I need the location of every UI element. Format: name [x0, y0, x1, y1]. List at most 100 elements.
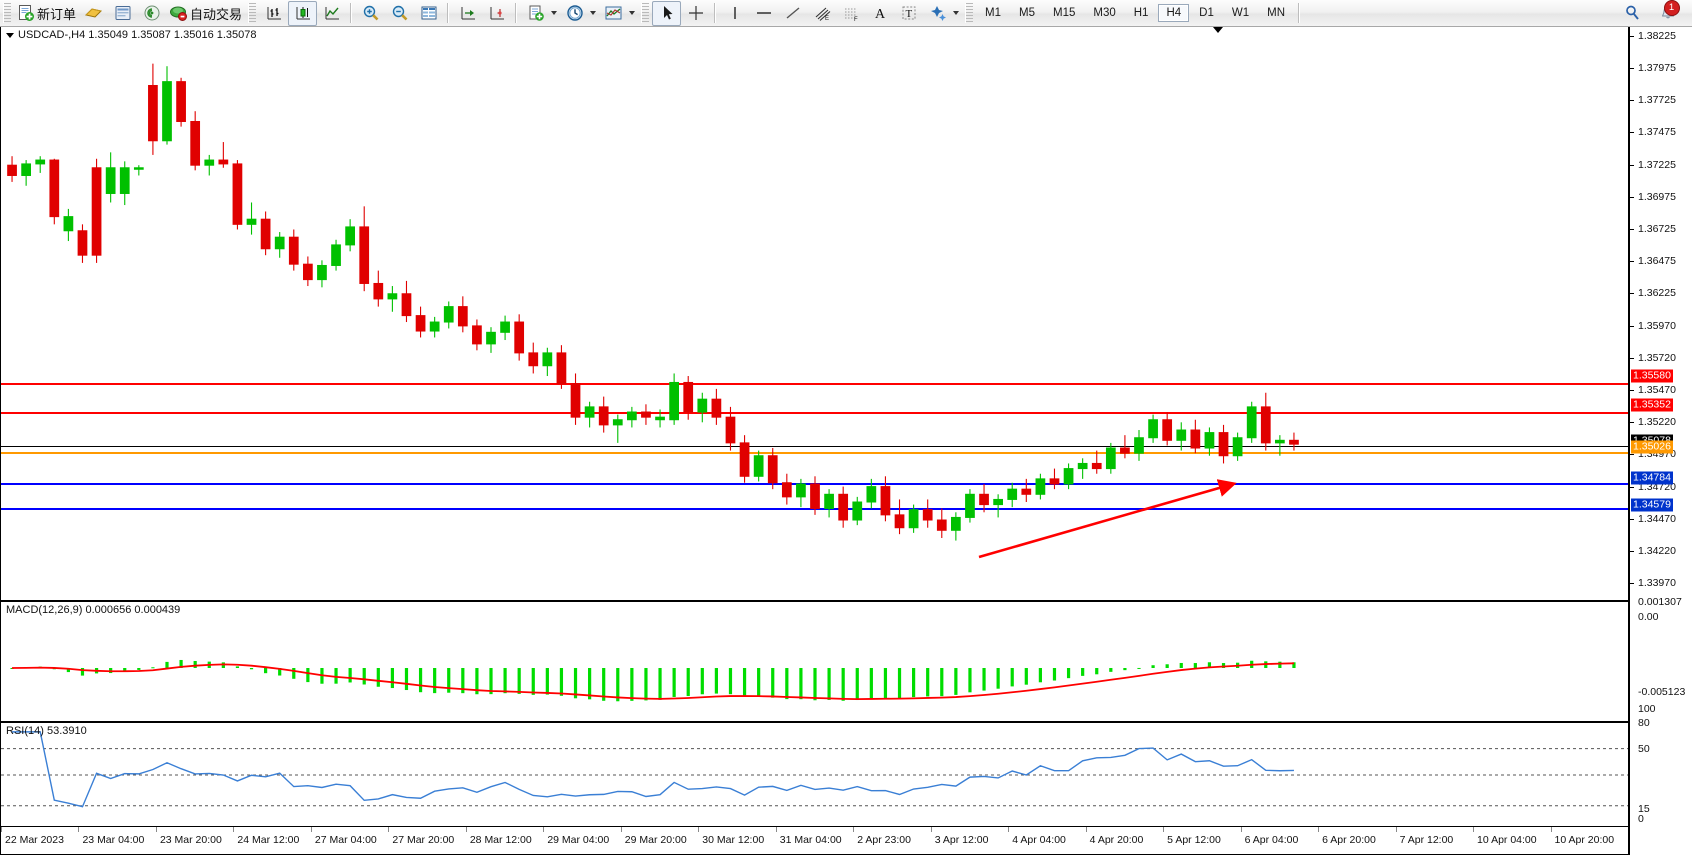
symbol-ohlc-text: USDCAD-,H4 1.35049 1.35087 1.35016 1.350… — [18, 29, 257, 41]
macd-axis-label-zero: 0.00 — [1638, 611, 1659, 623]
timeframe-m1[interactable]: M1 — [985, 7, 1002, 19]
price-axis-label: 1.37225 — [1638, 158, 1676, 171]
auto-scroll-button[interactable] — [453, 1, 482, 26]
time-axis[interactable]: 22 Mar 2023 23 Mar 04:00 23 Mar 20:00 24 Ma… — [0, 827, 1629, 855]
search-button[interactable] — [1618, 1, 1647, 26]
support-level-1-tag[interactable]: 1.34784 — [1631, 471, 1673, 485]
candlestick-series — [7, 63, 1299, 541]
data-window-button[interactable] — [108, 1, 137, 26]
equidistant-channel-button[interactable]: E — [807, 1, 836, 26]
bid-price-level-tag[interactable]: 1.35026 — [1631, 440, 1673, 454]
toolbar-separator-3 — [515, 3, 518, 23]
bid-price-line[interactable] — [1, 452, 1628, 454]
toolbar-grip-2[interactable] — [248, 3, 257, 23]
price-axis-label: 1.37475 — [1638, 126, 1676, 139]
cursor-button[interactable] — [652, 0, 682, 26]
time-axis-label: 24 Mar 12:00 — [237, 834, 300, 846]
time-tick — [698, 827, 700, 832]
text-label-button[interactable]: A — [865, 1, 894, 26]
templates-button[interactable] — [521, 1, 550, 26]
alerts-bell-icon: 1 — [1659, 0, 1680, 22]
bullish-trend-arrow[interactable] — [1, 27, 1628, 599]
time-tick — [1085, 827, 1087, 832]
symbol-info-label[interactable]: USDCAD-,H4 1.35049 1.35087 1.35016 1.350… — [6, 29, 257, 41]
new-order-button[interactable]: 新订单 — [14, 1, 79, 26]
zoom-out-button[interactable] — [385, 1, 414, 26]
resistance-line-2[interactable] — [1, 412, 1628, 414]
periods-dropdown-caret[interactable] — [590, 11, 597, 15]
rsi-series — [1, 731, 1628, 808]
chart-menu-caret-icon[interactable] — [6, 32, 14, 38]
timeframe-h4[interactable]: H4 — [1158, 4, 1190, 22]
timeframe-group: M1 M5 M15 M30 H1 H4 D1 W1 MN — [976, 4, 1294, 22]
price-scale[interactable]: 1.38225 1.37975 1.37725 1.37475 1.37225 1.369… — [1629, 27, 1692, 855]
svg-text:T: T — [905, 8, 912, 20]
timeframe-m30[interactable]: M30 — [1093, 7, 1116, 19]
alert-count-badge: 1 — [1663, 0, 1680, 16]
time-axis-label: 10 Apr 04:00 — [1477, 834, 1537, 846]
timeframe-h1[interactable]: H1 — [1133, 7, 1149, 19]
macd-axis-label-min: -0.005123 — [1638, 686, 1686, 698]
toolbar-grip-3[interactable] — [641, 3, 650, 23]
indicators-button[interactable] — [79, 1, 108, 26]
time-axis-label: 23 Mar 04:00 — [82, 834, 145, 846]
toolbar-grip-1[interactable] — [3, 3, 11, 23]
resistance-line-1[interactable] — [1, 383, 1628, 385]
time-axis-label: 29 Mar 04:00 — [547, 834, 610, 846]
timeframe-d1[interactable]: D1 — [1199, 7, 1214, 19]
time-axis-label: 29 Mar 20:00 — [624, 834, 687, 846]
time-tick — [1163, 827, 1165, 832]
timeframe-mn[interactable]: MN — [1267, 7, 1285, 19]
price-axis-label: 1.37975 — [1638, 62, 1676, 75]
chart-shift-button[interactable] — [414, 1, 443, 26]
rsi-axis-label-0: 0 — [1638, 813, 1644, 825]
timeframe-m5[interactable]: M5 — [1019, 7, 1035, 19]
macd-indicator-pane[interactable]: MACD(12,26,9) 0.000656 0.000439 — [0, 601, 1629, 722]
price-axis-label: 1.36475 — [1638, 254, 1676, 267]
zoom-in-button[interactable] — [356, 1, 385, 26]
time-tick — [78, 827, 80, 832]
resistance-level-2-tag[interactable]: 1.35352 — [1631, 398, 1673, 412]
rsi-indicator-pane[interactable]: RSI(14) 53.3910 — [0, 722, 1629, 827]
text-box-button[interactable]: T — [894, 1, 923, 26]
shift-end-button[interactable] — [482, 1, 511, 26]
toolbar-grip-4[interactable] — [965, 3, 974, 23]
timeframe-w1[interactable]: W1 — [1231, 7, 1250, 19]
price-chart-pane[interactable]: USDCAD-,H4 1.35049 1.35087 1.35016 1.350… — [0, 27, 1629, 601]
rsi-axis-label-80: 80 — [1638, 717, 1650, 729]
horizontal-line-button[interactable] — [749, 1, 778, 26]
fibonacci-button[interactable]: F — [836, 1, 865, 26]
trendline-button[interactable] — [778, 1, 807, 26]
templates-dropdown-caret[interactable] — [551, 11, 558, 15]
price-tick — [1630, 164, 1634, 166]
time-axis-label: 30 Mar 12:00 — [702, 834, 765, 846]
timeframe-m15[interactable]: M15 — [1053, 7, 1076, 19]
time-axis-label: 4 Apr 04:00 — [1012, 834, 1066, 846]
crosshair-button[interactable] — [681, 1, 710, 26]
candlestick-chart-button[interactable] — [288, 0, 318, 26]
price-axis-label: 1.38225 — [1638, 30, 1676, 42]
alerts-button[interactable]: 1 — [1653, 0, 1682, 26]
bar-chart-button[interactable] — [259, 1, 288, 26]
current-price-line[interactable] — [1, 446, 1628, 447]
price-tick — [1630, 260, 1634, 262]
time-tick — [1318, 827, 1320, 832]
support-level-2-tag[interactable]: 1.34579 — [1631, 498, 1673, 512]
objects-button[interactable] — [923, 1, 952, 26]
time-tick — [775, 827, 777, 832]
vertical-line-button[interactable] — [720, 1, 749, 26]
time-axis-label: 6 Apr 20:00 — [1322, 834, 1376, 846]
price-axis-label: 1.36225 — [1638, 287, 1676, 300]
periods-button[interactable] — [560, 1, 589, 26]
time-tick — [930, 827, 932, 832]
signals-button[interactable] — [137, 1, 166, 26]
line-chart-button[interactable] — [317, 1, 346, 26]
indicator-list-button[interactable] — [599, 1, 628, 26]
price-axis-label: 1.36975 — [1638, 190, 1676, 203]
resistance-level-1-tag[interactable]: 1.35580 — [1631, 369, 1673, 383]
auto-trading-button[interactable]: 自动交易 — [166, 1, 245, 26]
objects-dropdown-caret[interactable] — [953, 11, 960, 15]
indicator-list-dropdown-caret[interactable] — [629, 11, 636, 15]
time-axis-label: 28 Mar 12:00 — [469, 834, 532, 846]
rsi-label: RSI(14) 53.3910 — [6, 725, 87, 737]
